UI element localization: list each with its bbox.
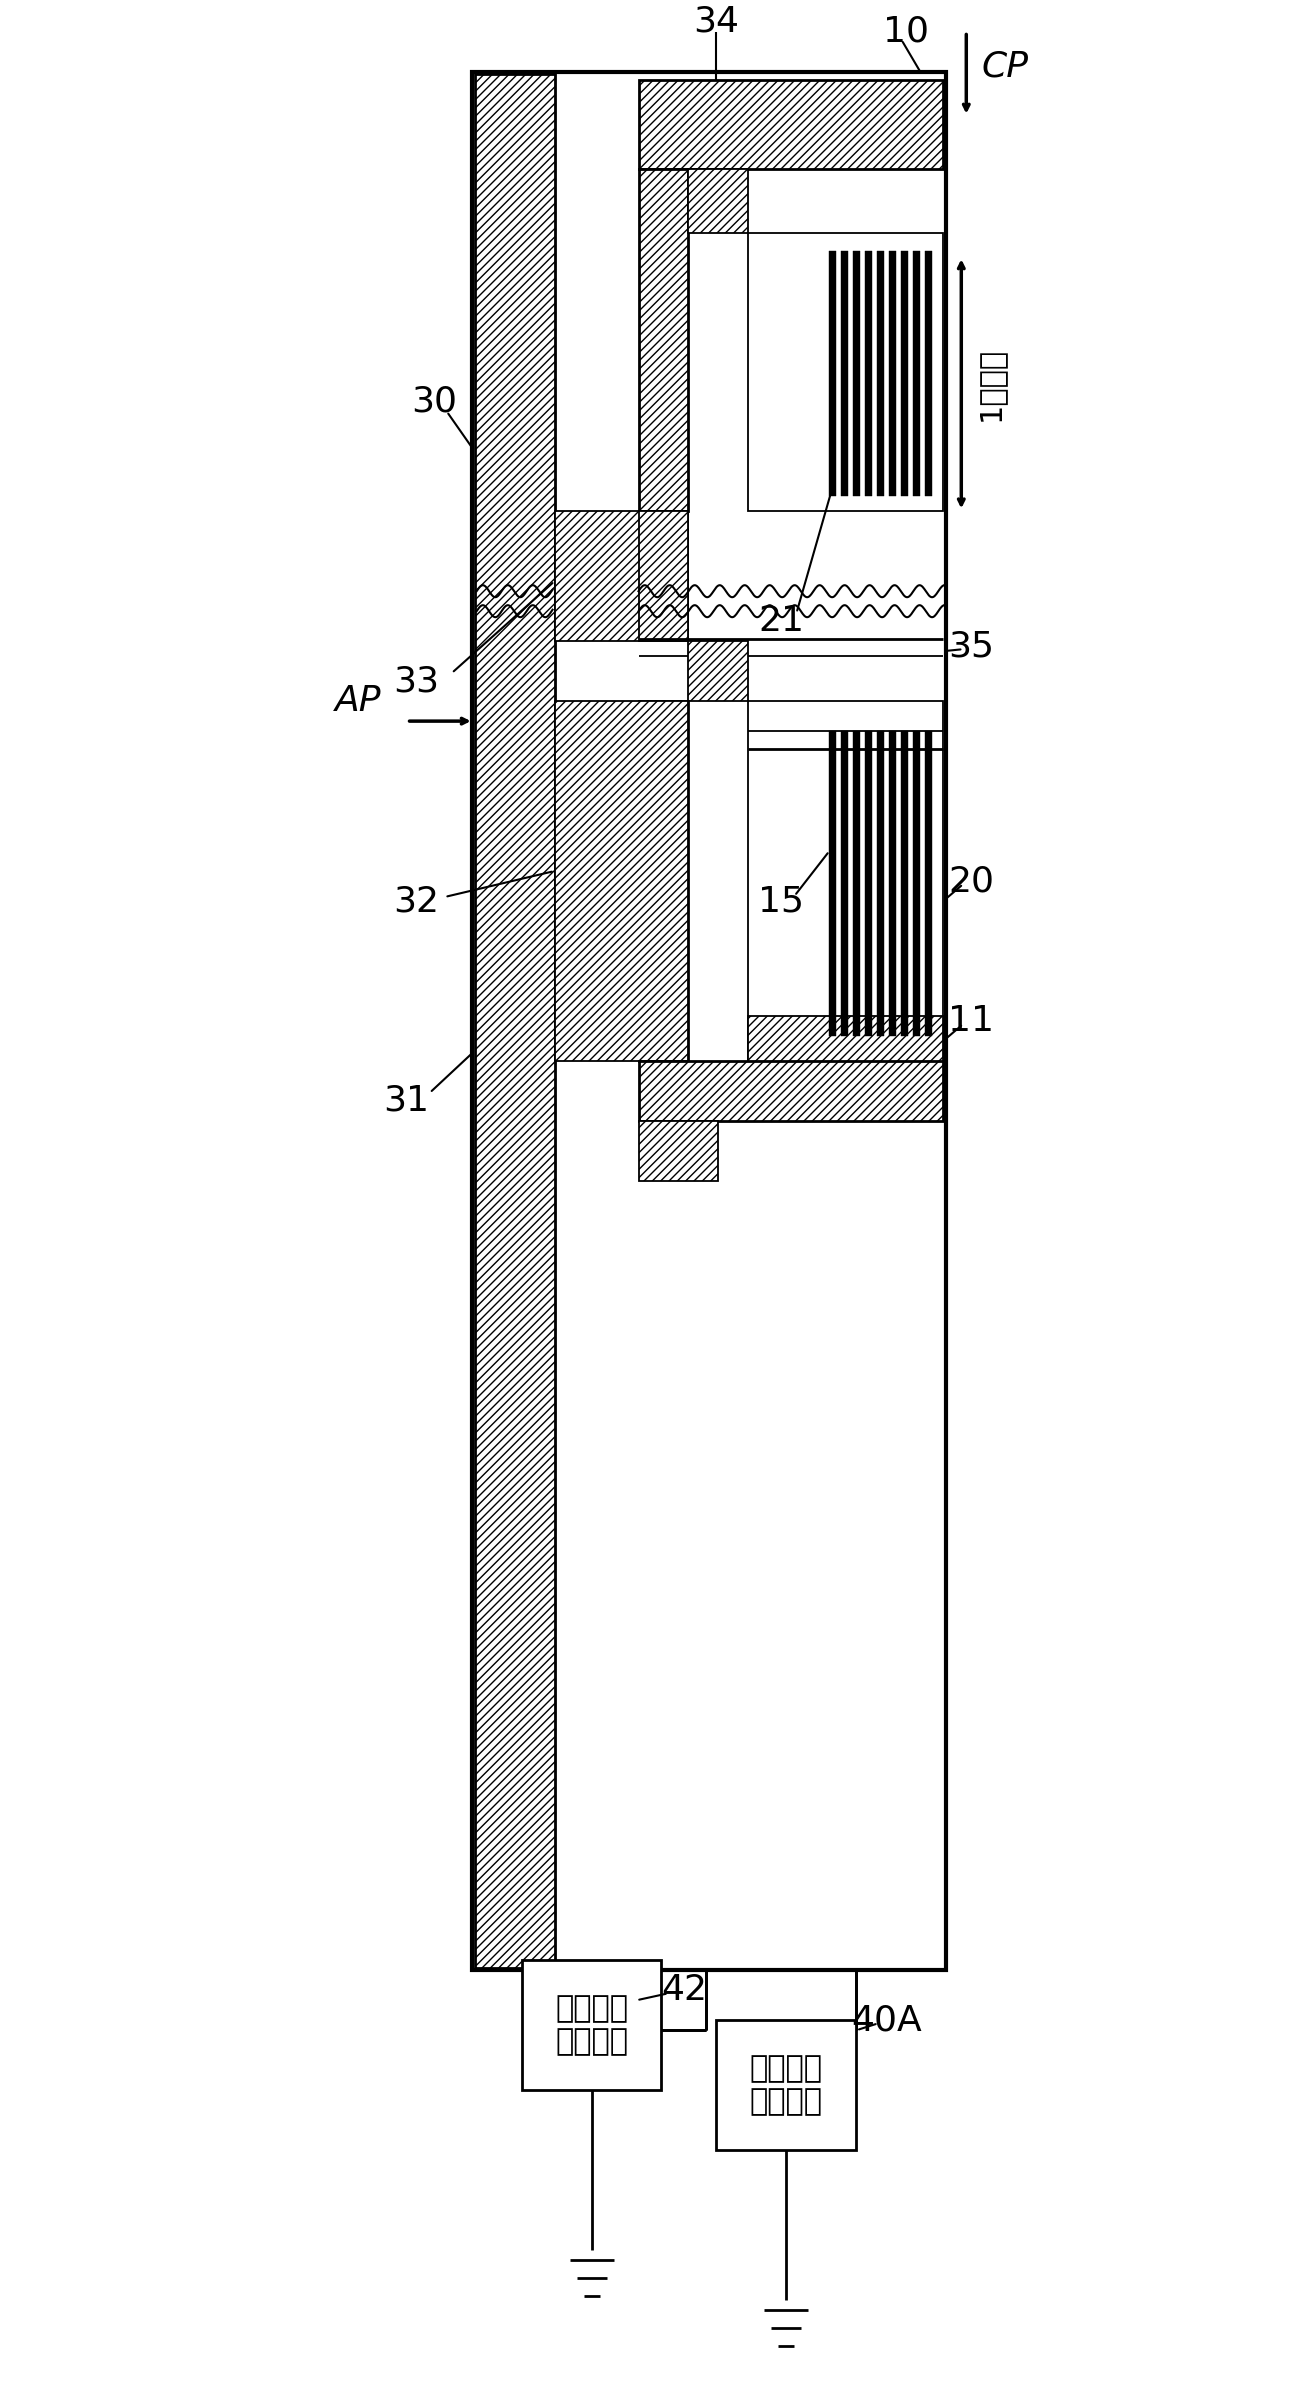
Bar [901, 730, 909, 1035]
Text: 40A: 40A [852, 2003, 922, 2037]
Text: 11: 11 [948, 1004, 994, 1038]
Bar [639, 79, 943, 171]
Bar [717, 2020, 857, 2150]
Text: 42: 42 [661, 1974, 708, 2008]
Bar [841, 730, 849, 1035]
Text: 31: 31 [384, 1083, 430, 1117]
Bar [639, 171, 688, 512]
Bar [889, 252, 896, 497]
Bar [474, 74, 555, 1967]
Text: AP: AP [336, 685, 381, 718]
Bar [878, 252, 884, 497]
Bar [901, 252, 909, 497]
Bar [748, 701, 943, 1062]
Bar [853, 252, 861, 497]
Bar [866, 730, 872, 1035]
Text: CP: CP [981, 50, 1028, 84]
Text: 阳极电极
控制电路: 阳极电极 控制电路 [555, 1994, 628, 2056]
Bar [878, 730, 884, 1035]
Text: 15: 15 [759, 884, 804, 918]
Bar [471, 72, 947, 1970]
Bar [555, 701, 688, 1062]
Bar [866, 252, 872, 497]
Bar [639, 1062, 943, 1122]
Text: 1个像素: 1个像素 [977, 348, 1006, 420]
Text: 32: 32 [393, 884, 440, 918]
Bar [853, 730, 861, 1035]
Bar [688, 171, 748, 233]
Bar [926, 252, 932, 497]
Text: 10: 10 [883, 14, 930, 48]
Text: 阴极电极
控制电路: 阴极电极 控制电路 [750, 2054, 823, 2116]
Bar [829, 730, 836, 1035]
Bar [474, 74, 555, 1967]
Bar [555, 512, 688, 641]
Bar [688, 641, 748, 701]
Bar [639, 1122, 718, 1182]
Text: 21: 21 [759, 605, 804, 639]
Text: 30: 30 [411, 384, 457, 418]
Text: 35: 35 [948, 629, 994, 663]
Text: 34: 34 [693, 5, 739, 38]
Bar [913, 730, 921, 1035]
Bar [639, 701, 688, 1062]
Text: 20: 20 [948, 865, 994, 898]
Bar [926, 730, 932, 1035]
Bar [639, 512, 688, 641]
Text: 33: 33 [393, 663, 440, 699]
Bar [829, 252, 836, 497]
Bar [521, 1960, 662, 2090]
Bar [889, 730, 896, 1035]
Bar [841, 252, 849, 497]
Bar [748, 233, 943, 512]
Bar [913, 252, 921, 497]
Bar [748, 1016, 943, 1062]
